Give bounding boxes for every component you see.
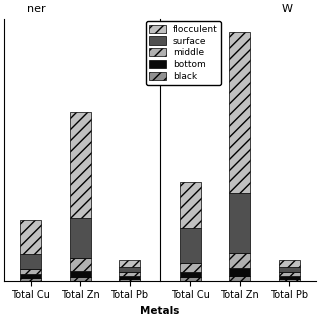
Legend: flocculent, surface, middle, bottom, black: flocculent, surface, middle, bottom, bla… [146,21,221,85]
Bar [279,268,300,272]
Bar [119,276,140,279]
Bar [20,220,41,254]
Bar [70,271,91,277]
Bar [119,279,140,281]
Bar [20,269,41,274]
Bar [279,260,300,268]
Bar [229,252,250,268]
Bar [119,272,140,276]
Bar [229,276,250,281]
Bar [20,278,41,281]
X-axis label: Metals: Metals [140,306,180,316]
Bar [119,260,140,268]
Bar [20,254,41,269]
Bar [180,262,201,272]
Bar [180,228,201,262]
Bar [279,276,300,279]
Bar [70,277,91,281]
Bar [180,181,201,228]
Bar [20,274,41,278]
Bar [180,277,201,281]
Bar [229,193,250,252]
Text: ner: ner [27,4,45,14]
Bar [279,272,300,276]
Bar [180,272,201,277]
Bar [229,32,250,193]
Bar [70,112,91,218]
Bar [70,218,91,258]
Bar [279,279,300,281]
Bar [70,258,91,271]
Bar [229,268,250,276]
Bar [119,268,140,272]
Text: W: W [282,4,293,14]
